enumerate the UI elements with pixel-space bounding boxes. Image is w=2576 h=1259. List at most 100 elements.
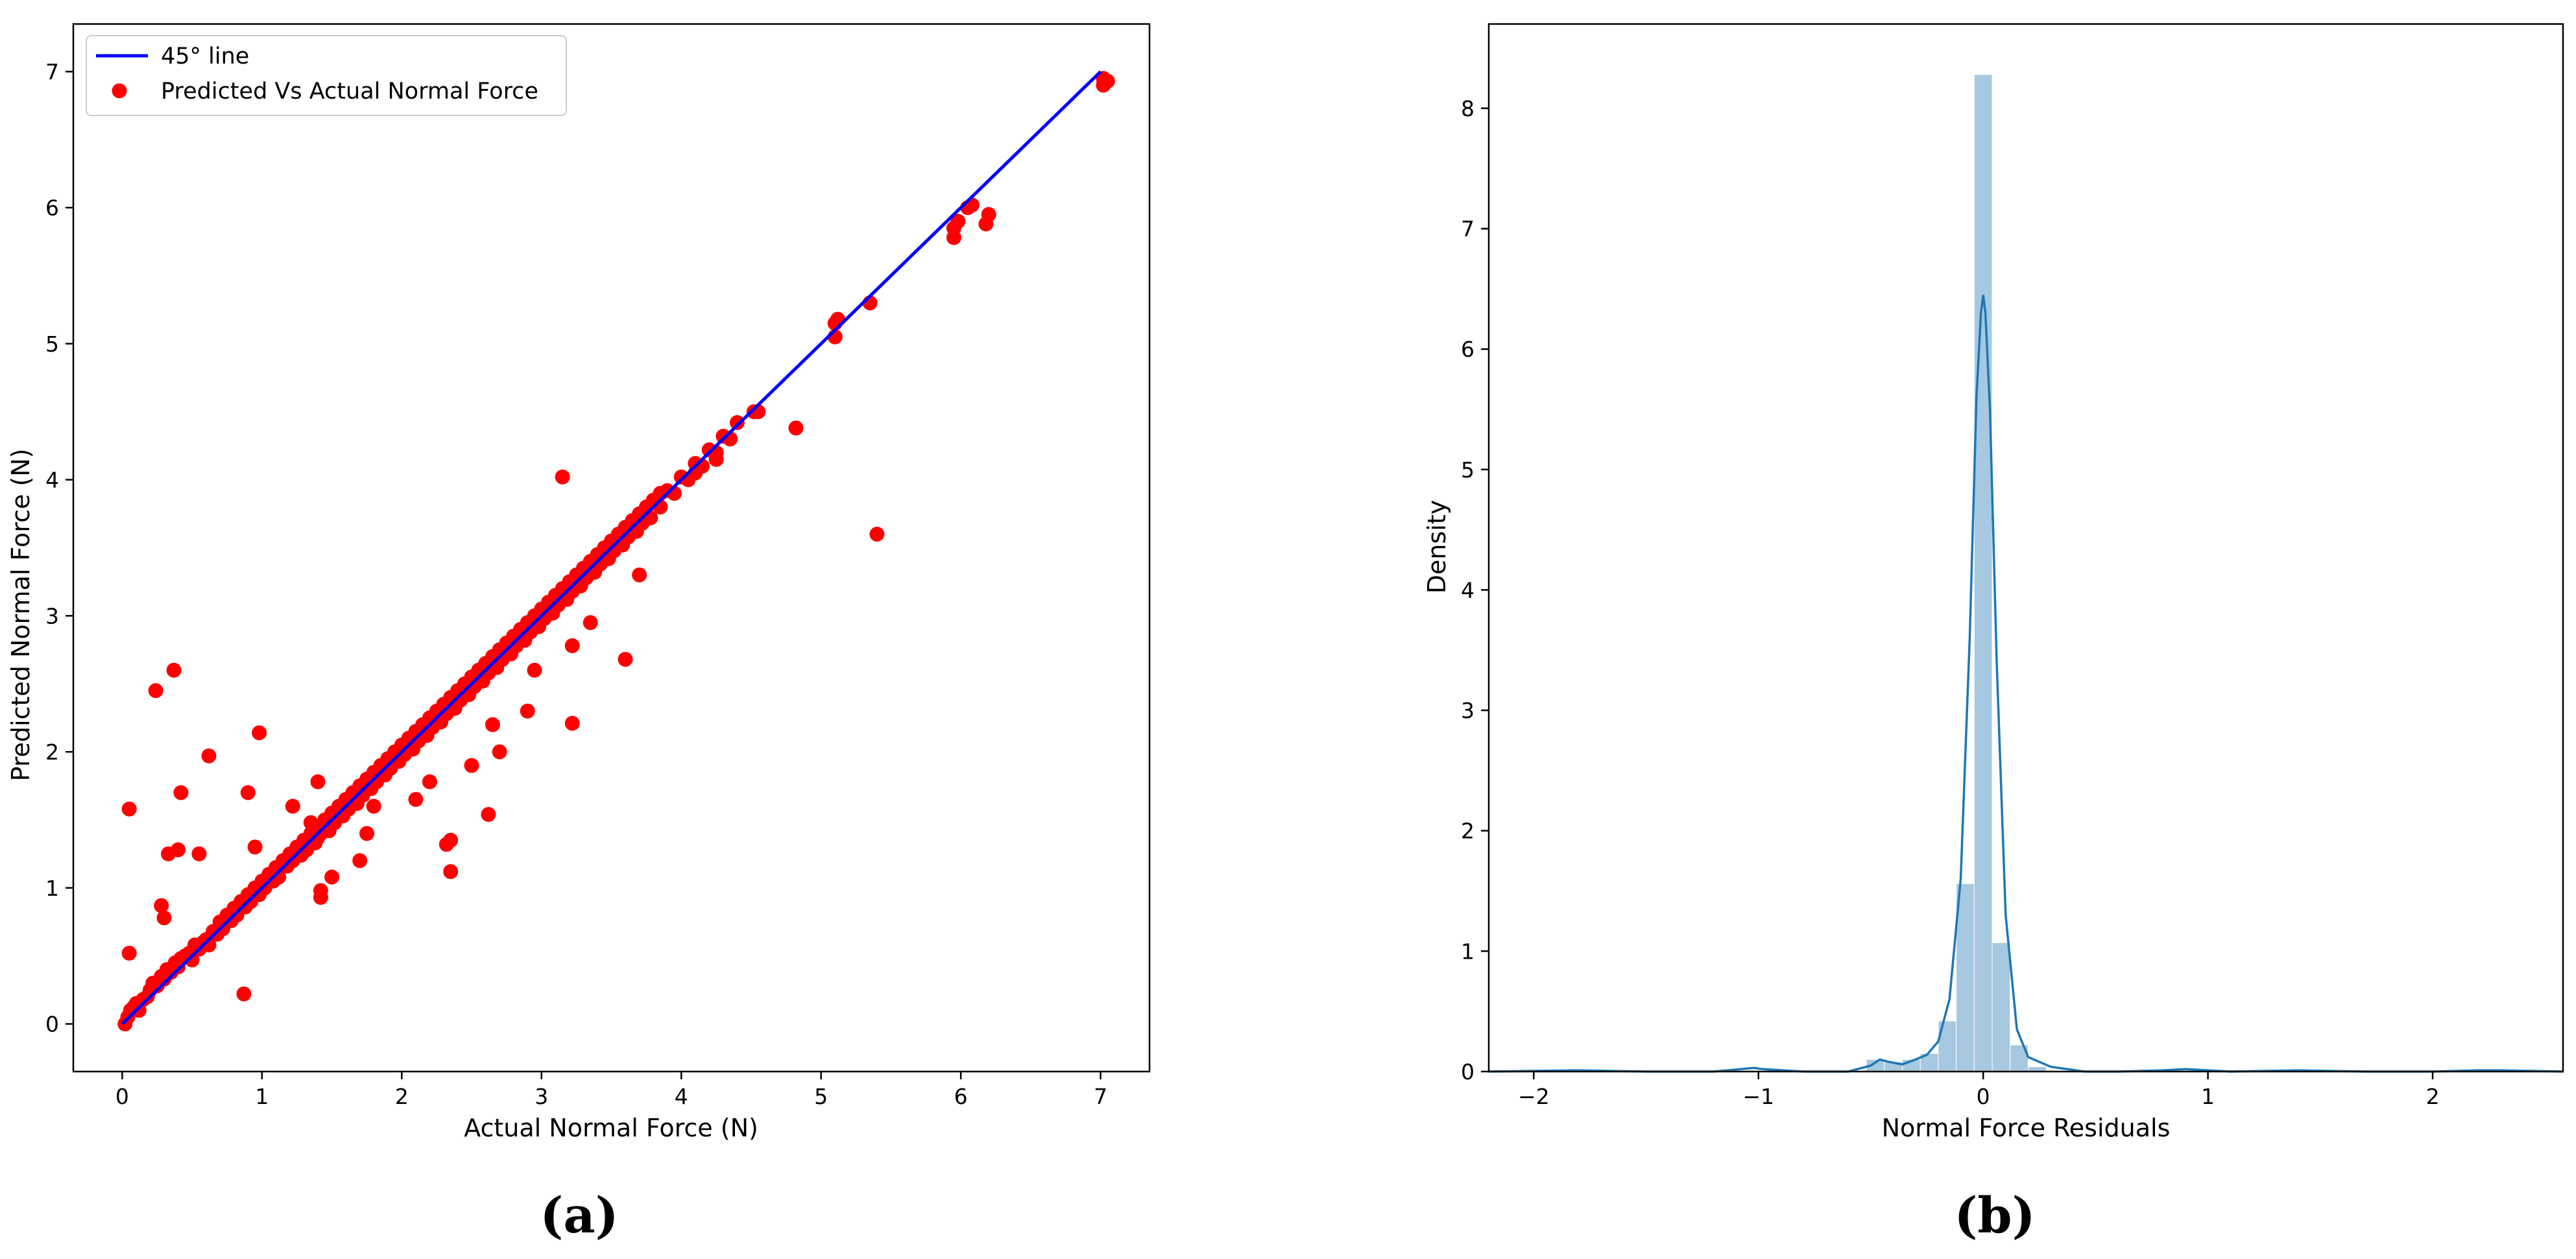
histogram-axes: −2 −1 0 1 2 0 1 2 3 4 5 6 7 8 — [1461, 23, 2564, 1109]
scatter-point — [366, 798, 381, 814]
scatter-point — [485, 717, 500, 732]
kde-curve — [1488, 294, 2564, 1073]
scatter-point — [285, 798, 300, 814]
scatter-point — [618, 652, 633, 667]
scatter-y-tick-label: 0 — [45, 1012, 59, 1037]
scatter-point — [632, 567, 647, 582]
scatter-point — [310, 830, 326, 845]
histogram-y-tick-label: 1 — [1461, 939, 1475, 964]
scatter-point — [324, 869, 340, 885]
scatter-y-tick-label: 2 — [45, 739, 59, 765]
scatter-point — [527, 662, 542, 678]
histogram-x-tick-label: 2 — [2426, 1084, 2440, 1109]
scatter-x-tick-label: 3 — [535, 1084, 548, 1109]
scatter-point — [481, 807, 496, 822]
scatter-point — [408, 792, 424, 807]
scatter-y-tick-label: 7 — [45, 59, 59, 84]
histogram-x-tick-label: −1 — [1742, 1084, 1774, 1109]
legend-label-points: Predicted Vs Actual Normal Force — [161, 78, 538, 104]
scatter-point — [240, 785, 256, 800]
scatter-point — [121, 801, 137, 817]
scatter-x-axis-label: Actual Normal Force (N) — [464, 1114, 758, 1142]
histogram-plot-frame — [1487, 23, 2564, 1073]
histogram-data-layer — [1488, 74, 2564, 1073]
scatter-point — [564, 638, 580, 653]
panel-a-caption: (a) — [540, 1186, 618, 1244]
scatter-point — [352, 853, 368, 869]
scatter-point — [303, 815, 319, 830]
diagonal-reference-line — [121, 70, 1102, 1025]
histogram-y-tick-label: 4 — [1461, 577, 1475, 603]
scatter-point — [171, 842, 186, 857]
scatter-point — [555, 469, 570, 485]
scatter-point — [492, 744, 507, 760]
scatter-point — [729, 415, 745, 430]
scatter-point — [236, 986, 252, 1001]
scatter-point — [121, 946, 137, 961]
histogram-bar — [1973, 74, 1993, 1072]
histogram-bar — [1956, 883, 1975, 1072]
scatter-point — [184, 952, 200, 968]
scatter-point — [156, 910, 172, 926]
scatter-point — [950, 213, 966, 229]
scatter-point — [154, 898, 169, 913]
histogram-x-tick-label: 0 — [1977, 1084, 1990, 1109]
scatter-x-tick-label: 2 — [395, 1084, 409, 1109]
scatter-axes: 0 1 2 3 4 5 6 7 0 1 2 3 4 5 6 7 — [45, 23, 1151, 1109]
scatter-point — [583, 615, 598, 630]
legend-label-line: 45° line — [161, 43, 249, 69]
histogram-y-tick-label: 6 — [1461, 337, 1475, 362]
scatter-point — [746, 404, 762, 420]
scatter-plot-frame — [72, 23, 1151, 1073]
scatter-legend: 45° line Predicted Vs Actual Normal Force — [86, 35, 567, 116]
scatter-point — [173, 785, 189, 800]
scatter-point — [310, 774, 326, 789]
scatter-point — [166, 662, 182, 678]
scatter-point — [422, 774, 437, 789]
histogram-y-tick-label: 7 — [1461, 217, 1475, 242]
scatter-point — [359, 826, 374, 841]
scatter-y-tick-label: 1 — [45, 876, 59, 901]
scatter-point — [981, 207, 996, 222]
scatter-y-tick-label: 4 — [45, 468, 59, 493]
scatter-panel: 0 1 2 3 4 5 6 7 0 1 2 3 4 5 6 7 45° line Predicted Vs Ac… — [6, 23, 1151, 1142]
histogram-y-tick-label: 2 — [1461, 819, 1475, 844]
scatter-y-axis-label: Predicted Normal Force (N) — [6, 449, 35, 782]
scatter-x-tick-label: 1 — [255, 1084, 269, 1109]
scatter-data-layer — [117, 70, 1115, 1032]
scatter-point — [191, 846, 207, 861]
histogram-y-tick-label: 5 — [1461, 457, 1475, 483]
scatter-x-tick-label: 7 — [1094, 1084, 1107, 1109]
histogram-y-axis-label: Density — [1423, 500, 1451, 594]
scatter-y-tick-label: 6 — [45, 195, 59, 221]
scatter-point — [788, 420, 804, 436]
scatter-point — [252, 725, 267, 741]
histogram-bar — [1992, 942, 2011, 1072]
histogram-y-tick-label: 3 — [1461, 698, 1475, 723]
histogram-y-tick-label: 0 — [1461, 1059, 1475, 1085]
scatter-point — [201, 748, 217, 763]
panel-b-caption: (b) — [1954, 1186, 2035, 1244]
scatter-point — [148, 683, 163, 699]
histogram-x-tick-label: 1 — [2201, 1084, 2215, 1109]
scatter-x-tick-label: 4 — [675, 1084, 688, 1109]
scatter-point — [443, 864, 459, 880]
scatter-x-tick-label: 0 — [115, 1084, 129, 1109]
scatter-point — [708, 451, 724, 467]
legend-point-swatch — [112, 83, 127, 99]
scatter-y-tick-label: 3 — [45, 603, 59, 629]
scatter-point — [464, 758, 479, 773]
scatter-y-tick-label: 5 — [45, 331, 59, 357]
histogram-x-axis-label: Normal Force Residuals — [1882, 1114, 2171, 1142]
scatter-point — [313, 890, 328, 905]
scatter-point — [520, 703, 535, 719]
scatter-x-tick-label: 5 — [814, 1084, 828, 1109]
scatter-point — [564, 715, 580, 731]
scatter-point — [439, 837, 454, 852]
histogram-x-tick-label: −2 — [1518, 1084, 1550, 1109]
scatter-point — [247, 839, 263, 855]
legend-box — [86, 35, 567, 116]
histogram-y-tick-label: 8 — [1461, 96, 1475, 121]
